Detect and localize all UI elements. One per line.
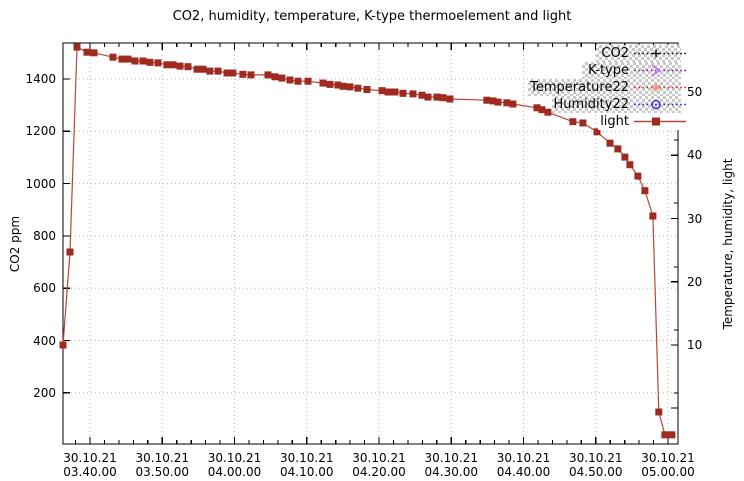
y-tick-label: 400	[33, 333, 56, 348]
chart-title: CO2, humidity, temperature, K-type therm…	[172, 9, 572, 24]
x-tick-time: 05.00.00	[641, 465, 695, 479]
y2-tick-label: 40	[687, 148, 703, 163]
legend-bg-humidity22	[552, 96, 681, 113]
light-series-markers	[59, 43, 676, 439]
x-tick-label: 30.10.21 04.10.00	[269, 451, 345, 479]
x-tick-time: 04.50.00	[569, 465, 623, 479]
y-tick-label: 1000	[25, 176, 56, 191]
legend-label-light: light	[600, 114, 629, 129]
y-tick-label: 200	[33, 385, 56, 400]
plot-border	[62, 42, 679, 445]
y2-tick-label: 10	[687, 338, 703, 352]
y-tick-label: 1200	[25, 124, 56, 139]
x-tick-label: 30.10.21 04.40.00	[486, 451, 562, 479]
x-tick-label: 30.10.21 05.00.00	[630, 451, 706, 479]
axis-ticks	[63, 43, 678, 444]
x-tick-date: 30.10.21	[207, 451, 262, 465]
x-tick-date: 30.10.21	[424, 451, 478, 465]
x-tick-time: 03.40.00	[63, 465, 117, 479]
legend-label-temperature22: Temperature22	[530, 80, 629, 95]
y-tick-label: 800	[33, 228, 56, 243]
y2-tick-label: 20	[687, 274, 703, 289]
x-tick-date: 30.10.21	[280, 451, 334, 465]
legend-label-co2: CO2	[601, 46, 629, 61]
x-tick-label: 30.10.21 04.00.00	[197, 451, 273, 479]
x-tick-time: 03.50.00	[135, 465, 189, 479]
x-tick-time: 04.40.00	[496, 465, 551, 479]
x-tick-label: 30.10.21 03.50.00	[124, 451, 200, 479]
y-tick-label: 600	[33, 281, 56, 296]
x-tick-date: 30.10.21	[496, 451, 551, 465]
y2-tick-label: 30	[687, 211, 703, 226]
x-tick-date: 30.10.21	[569, 451, 623, 465]
x-tick-time: 04.20.00	[352, 465, 406, 479]
x-tick-date: 30.10.21	[352, 451, 406, 465]
x-tick-date: 30.10.21	[135, 451, 189, 465]
y-tick-label: 1400	[25, 72, 56, 86]
x-tick-date: 30.10.21	[63, 451, 117, 465]
x-tick-label: 30.10.21 04.30.00	[413, 451, 489, 479]
legend-label-k-type: K-type	[588, 63, 629, 78]
legend-bg-temperature22	[528, 79, 681, 96]
x-tick-time: 04.00.00	[207, 465, 262, 479]
x-tick-label: 30.10.21 04.50.00	[558, 451, 634, 479]
x-tick-time: 04.10.00	[280, 465, 334, 479]
grid	[63, 43, 678, 444]
x-tick-label: 30.10.21 04.20.00	[341, 451, 417, 479]
legend-label-humidity22: Humidity22	[553, 97, 630, 112]
x-tick-label: 30.10.21 03.40.00	[52, 451, 128, 479]
y2-tick-label: 50	[687, 85, 703, 99]
x-tick-date: 30.10.21	[641, 451, 695, 465]
x-tick-time: 04.30.00	[424, 465, 478, 479]
